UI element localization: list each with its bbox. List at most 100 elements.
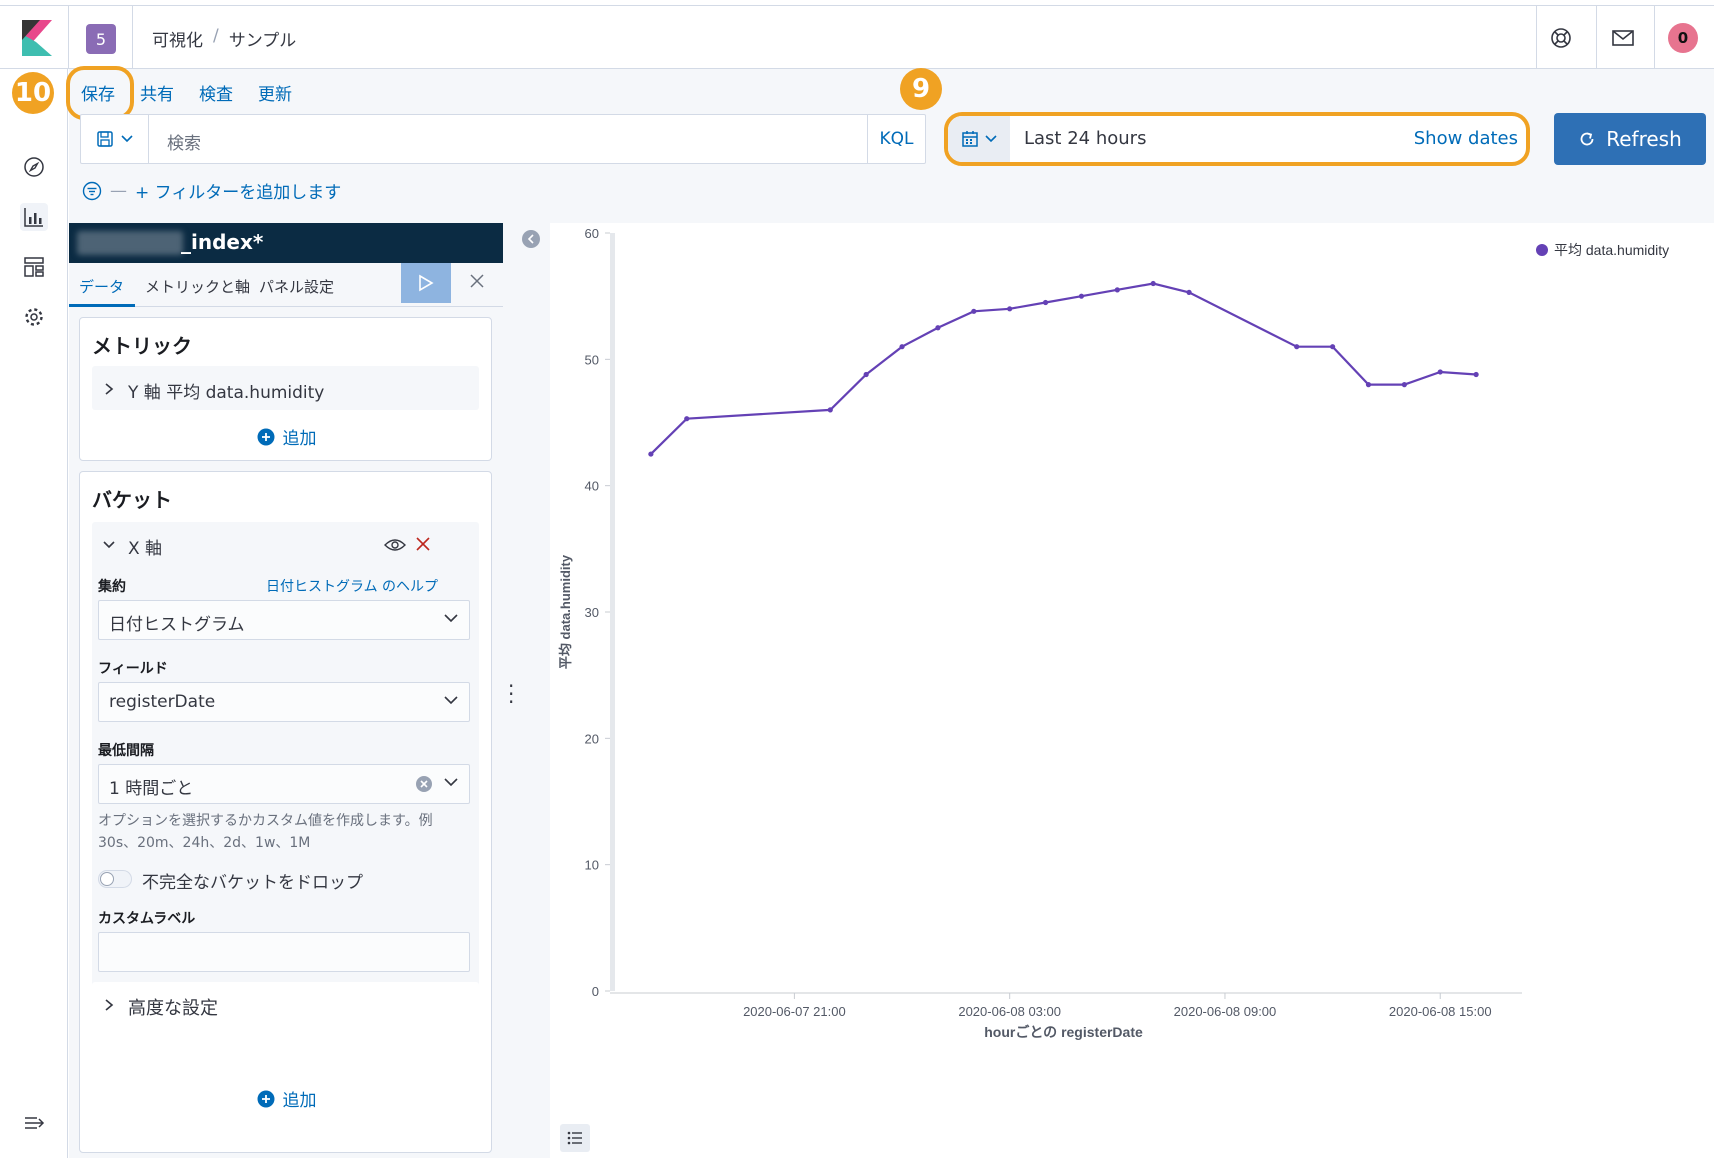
refresh-button[interactable]: Refresh (1554, 113, 1706, 165)
data-point (935, 325, 941, 331)
save-link[interactable]: 保存 (81, 85, 115, 105)
metric-y-axis-item[interactable]: Y 軸 平均 data.humidity (92, 366, 479, 410)
calendar-icon (961, 131, 978, 147)
management-gear-icon[interactable] (20, 303, 48, 331)
x-tick-label: 2020-06-08 15:00 (1389, 1004, 1492, 1019)
play-icon (419, 274, 434, 292)
custom-label-input[interactable] (98, 932, 470, 972)
refresh-button-label: Refresh (1606, 127, 1682, 151)
add-bucket-label: 追加 (282, 1091, 317, 1111)
data-point (684, 416, 690, 422)
tab-metrics-axes[interactable]: メトリックと軸 (145, 278, 251, 296)
data-point (1007, 306, 1013, 312)
aggregation-select[interactable]: 日付ヒストグラム (98, 600, 470, 640)
kql-toggle[interactable]: KQL (867, 115, 925, 163)
x-tick-label: 2020-06-08 09:00 (1174, 1004, 1277, 1019)
y-tick-label: 30 (585, 605, 599, 620)
resize-handle-icon[interactable]: · · · (508, 674, 515, 714)
field-select[interactable]: registerDate (98, 682, 470, 722)
clear-icon[interactable] (415, 775, 433, 793)
collapse-nav-icon[interactable] (20, 1109, 48, 1137)
data-point (648, 451, 654, 457)
aggregation-help-link[interactable]: 日付ヒストグラム のヘルプ (266, 579, 439, 595)
annotation-marker-10: 10 (12, 72, 54, 114)
field-value: registerDate (109, 692, 216, 712)
kibana-logo-icon[interactable] (22, 20, 52, 56)
header-divider (1654, 6, 1655, 69)
add-metric-button[interactable]: 追加 (80, 424, 493, 449)
custom-label-label: カスタムラベル (98, 911, 196, 927)
filter-dash: — (110, 180, 127, 201)
collapse-sidebar-button[interactable] (522, 230, 540, 248)
toggle-knob (100, 872, 114, 886)
show-dates-link[interactable]: Show dates (1413, 128, 1518, 149)
index-pattern-suffix: _index* (181, 230, 264, 254)
filter-options-icon[interactable] (82, 181, 102, 201)
search-input[interactable]: 検索 (167, 134, 201, 154)
date-range-text[interactable]: Last 24 hours (1024, 128, 1147, 149)
data-point (899, 344, 905, 350)
drop-partial-toggle[interactable] (98, 870, 132, 888)
visualize-chart-icon[interactable] (20, 203, 48, 231)
data-point (827, 407, 833, 413)
y-tick-label: 40 (585, 479, 599, 494)
legend-label: 平均 data.humidity (1554, 242, 1669, 258)
help-icon[interactable] (1548, 25, 1574, 51)
chevron-down-icon[interactable] (102, 540, 116, 550)
saved-query-button[interactable] (81, 115, 149, 163)
interval-help-text-1: オプションを選択するかカスタム値を作成します。例 (98, 813, 433, 829)
space-badge[interactable]: 5 (86, 24, 116, 54)
line-chart: 0 10 20 30 40 50 60 平均 data.humidity 2020-06-07… (558, 226, 1669, 1040)
chevron-down-icon (444, 614, 458, 623)
legend-toggle-button[interactable] (560, 1124, 590, 1152)
data-point (1437, 369, 1443, 375)
interval-label: 最低間隔 (98, 743, 154, 759)
chevron-left-icon (527, 234, 534, 244)
user-avatar[interactable]: 0 (1668, 23, 1698, 53)
side-nav (0, 69, 68, 1158)
y-tick-label: 10 (585, 858, 599, 873)
chevron-right-icon (105, 383, 114, 395)
data-point (1186, 289, 1192, 295)
metrics-card: メトリック Y 軸 平均 data.humidity 追加 (79, 317, 492, 461)
close-icon (470, 274, 484, 288)
buckets-card: バケット X 軸 集約 日付ヒストグラム のヘルプ 日付ヒストグラム フィールド… (79, 471, 492, 1153)
top-header: 5 可視化 / サンプル 0 (0, 5, 1714, 69)
advanced-settings-toggle[interactable]: 高度な設定 (92, 982, 479, 1026)
share-link[interactable]: 共有 (140, 85, 174, 105)
y-tick-label: 60 (585, 226, 599, 241)
data-point (1473, 371, 1479, 378)
mail-icon[interactable] (1610, 25, 1636, 51)
discard-changes-button[interactable] (469, 273, 485, 293)
bucket-x-axis-label[interactable]: X 軸 (128, 539, 163, 559)
y-tick-label: 50 (585, 352, 599, 367)
quick-menu-button[interactable] (948, 116, 1010, 162)
y-tick-label: 20 (585, 731, 599, 746)
apply-changes-button[interactable] (401, 263, 451, 303)
add-bucket-button[interactable]: 追加 (80, 1086, 493, 1111)
y-axis-title: 平均 data.humidity (558, 554, 573, 669)
breadcrumb-visualize[interactable]: 可視化 (152, 31, 203, 51)
eye-icon[interactable] (384, 537, 406, 553)
interval-combobox[interactable]: 1 時間ごと (98, 764, 470, 804)
discover-compass-icon[interactable] (20, 153, 48, 181)
tab-panel-settings[interactable]: パネル設定 (259, 278, 335, 296)
data-point (971, 308, 977, 314)
filter-row: — + フィルターを追加します (82, 178, 341, 203)
add-filter-link[interactable]: + フィルターを追加します (135, 183, 342, 203)
chevron-right-icon (105, 999, 114, 1011)
chevron-down-icon (120, 135, 133, 143)
x-tick-label: 2020-06-07 21:00 (743, 1004, 846, 1019)
plus-circle-icon (257, 1090, 274, 1107)
buckets-title: バケット (92, 488, 172, 512)
data-point (1150, 280, 1156, 287)
breadcrumb-separator: / (213, 26, 219, 46)
chevron-down-icon (984, 135, 997, 143)
index-pattern-title: _index* (69, 223, 503, 263)
refresh-link[interactable]: 更新 (258, 85, 292, 105)
tab-data[interactable]: データ (79, 278, 125, 296)
inspect-link[interactable]: 検査 (199, 85, 233, 105)
plus-circle-icon (257, 428, 274, 445)
remove-x-icon[interactable] (416, 537, 430, 551)
dashboard-icon[interactable] (20, 253, 48, 281)
